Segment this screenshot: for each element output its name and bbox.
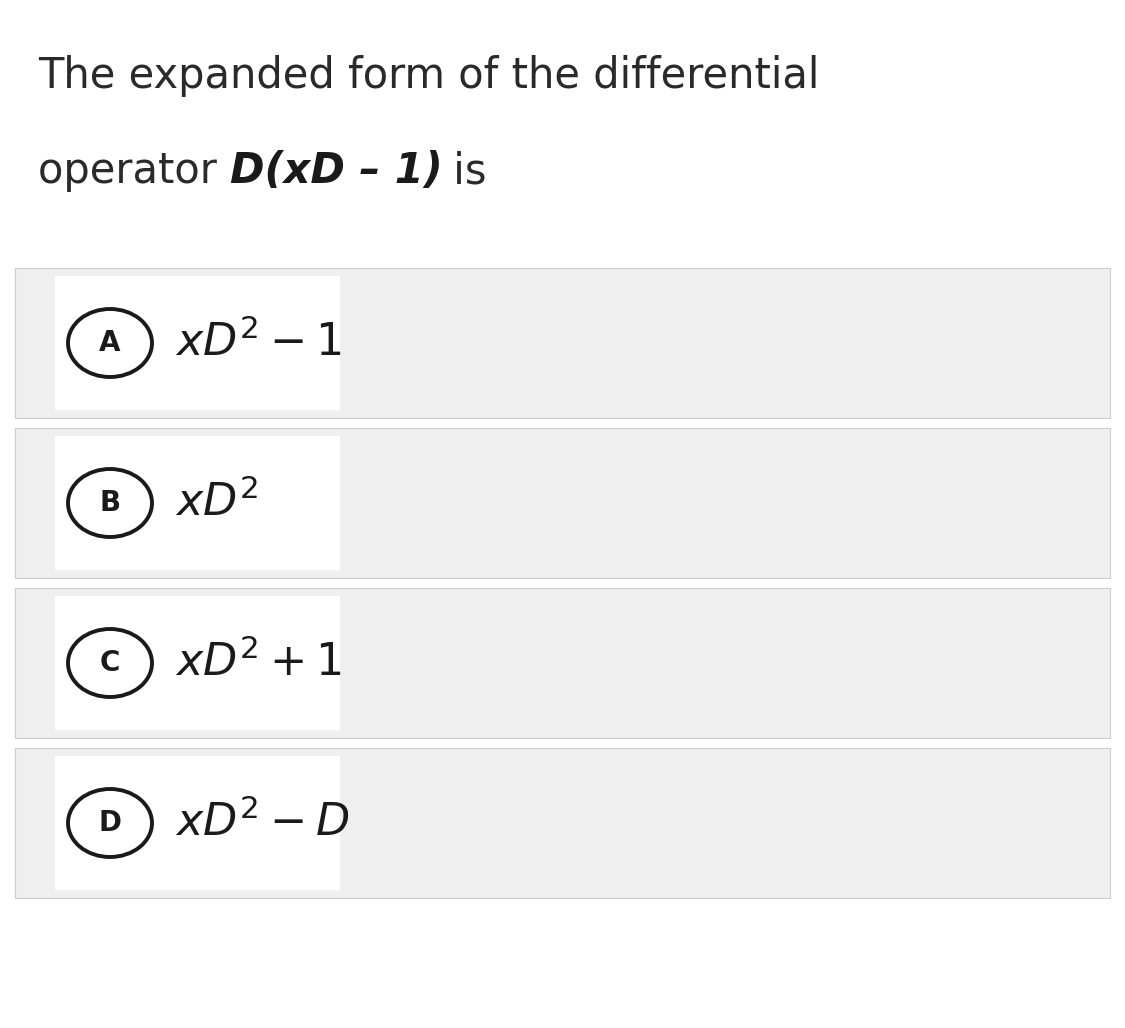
FancyBboxPatch shape: [55, 756, 340, 890]
Ellipse shape: [68, 790, 152, 857]
Text: $xD^2-D$: $xD^2-D$: [176, 801, 350, 845]
FancyBboxPatch shape: [15, 588, 1110, 738]
Text: is: is: [440, 150, 486, 192]
Ellipse shape: [68, 629, 152, 697]
Text: A: A: [99, 329, 120, 357]
FancyBboxPatch shape: [55, 276, 340, 410]
Text: C: C: [100, 649, 120, 677]
Text: B: B: [99, 489, 120, 517]
Text: The expanded form of the differential: The expanded form of the differential: [38, 56, 819, 97]
Text: $xD^2+1$: $xD^2+1$: [176, 640, 342, 686]
Text: $xD^2$: $xD^2$: [176, 481, 259, 525]
FancyBboxPatch shape: [55, 436, 340, 570]
FancyBboxPatch shape: [15, 428, 1110, 578]
Text: D: D: [99, 809, 122, 837]
Text: $xD^2-1$: $xD^2-1$: [176, 321, 342, 365]
Text: D(xD – 1): D(xD – 1): [229, 150, 443, 192]
Ellipse shape: [68, 469, 152, 537]
Ellipse shape: [68, 309, 152, 377]
Text: operator: operator: [38, 150, 231, 192]
FancyBboxPatch shape: [15, 268, 1110, 418]
FancyBboxPatch shape: [15, 748, 1110, 898]
FancyBboxPatch shape: [55, 596, 340, 730]
